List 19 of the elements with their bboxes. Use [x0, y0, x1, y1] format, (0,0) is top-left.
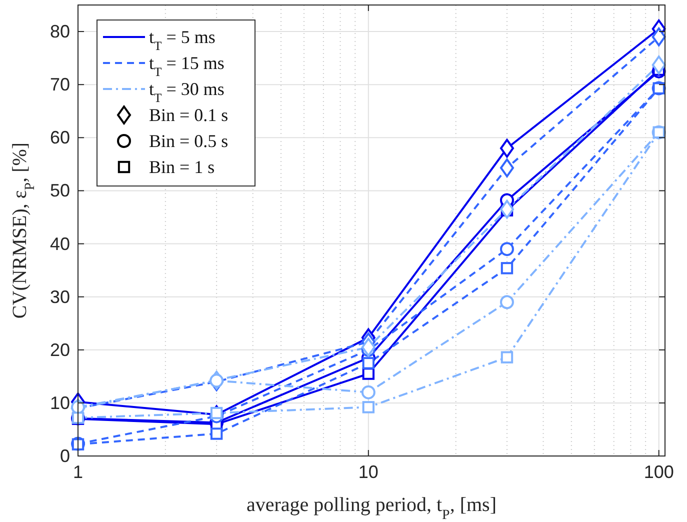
y-tick-label: 0	[60, 446, 70, 466]
y-tick-label: 30	[50, 286, 70, 307]
y-tick-label: 60	[50, 128, 70, 148]
x-tick-label: 1	[72, 462, 84, 482]
legend-label: t$_{T}$ = 5 ms	[149, 27, 216, 53]
y-tick-label: 80	[50, 22, 70, 42]
y-tick-label: 10	[50, 392, 70, 413]
annotation: Bin = 0.5 s	[149, 131, 228, 151]
y-tick-label: 70	[50, 74, 70, 95]
x-tick-label: 100	[644, 462, 674, 482]
y-tick-label: 50	[50, 180, 70, 201]
y-tick-label: 40	[50, 234, 70, 254]
legend-label: t$_{T}$ = 15 ms	[149, 53, 224, 79]
legend-label: t$_{T}$ = 30 ms	[149, 79, 224, 105]
annotation: Bin = 0.1 s	[149, 105, 228, 125]
x-tick-label: 10	[358, 462, 378, 482]
annotation: Bin = 1 s	[149, 157, 215, 177]
x-axis-title: average polling period, t$_{P}$, [ms]	[246, 494, 496, 522]
y-tick-label: 20	[50, 340, 70, 360]
